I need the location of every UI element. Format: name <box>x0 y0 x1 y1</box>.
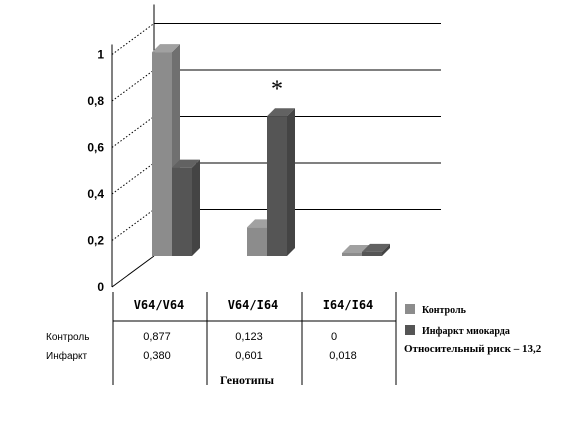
gridline-diagonal <box>111 162 155 195</box>
bar-top <box>362 243 390 252</box>
y-tick-label: 0,4 <box>87 187 104 201</box>
legend-swatch-control <box>405 304 415 314</box>
gridline-diagonal <box>111 23 155 55</box>
table-cell: 0,877 <box>143 331 171 343</box>
table-cell: 0,123 <box>235 331 263 343</box>
legend-swatch-mi <box>405 325 415 335</box>
category-label: V64/V64 <box>134 298 185 312</box>
category-label: V64/I64 <box>228 298 279 312</box>
bar <box>152 52 172 256</box>
y-tick-label: 1 <box>97 48 104 62</box>
bar <box>267 116 287 256</box>
bar-V64/V64-Инфаркт миокарда <box>172 159 200 256</box>
table-cell: 0,380 <box>143 350 171 362</box>
y-tick-label: 0 <box>97 280 104 294</box>
table-cell: 0,601 <box>235 350 263 362</box>
bar-side <box>382 243 390 256</box>
bar-top <box>267 108 295 117</box>
bars <box>152 44 390 256</box>
table-row-label: Инфаркт <box>46 350 88 362</box>
relative-risk-note: Относительный риск – 13,2 <box>404 343 542 355</box>
table-cell: 0 <box>331 331 337 343</box>
plot-area: 0 0,2 0,4 0,6 0,8 1 * <box>87 4 441 295</box>
gridline-diagonal <box>111 116 155 148</box>
x-axis-title: Генотипы <box>220 373 275 387</box>
y-tick-label: 0,6 <box>87 141 104 155</box>
legend-label-mi: Инфаркт миокарда <box>422 326 510 337</box>
gridline-diagonal <box>111 69 155 102</box>
legend: Контроль Инфаркт миокарда <box>405 304 510 337</box>
bar <box>247 227 267 256</box>
data-table: V64/V64 V64/I64 I64/I64 Контроль Инфаркт… <box>46 292 397 387</box>
bar <box>342 253 362 256</box>
legend-label-control: Контроль <box>422 305 467 316</box>
category-label: I64/I64 <box>323 298 374 312</box>
bar-top <box>152 44 180 53</box>
bar-side <box>287 108 295 256</box>
gridline-diagonal <box>111 209 155 241</box>
bar-I64/I64-Инфаркт миокарда <box>362 243 390 256</box>
y-tick-label: 0,2 <box>87 234 104 248</box>
table-cell: 0,018 <box>329 350 357 362</box>
significance-asterisk: * <box>271 76 283 102</box>
bar <box>362 251 382 256</box>
y-tick-label: 0,8 <box>87 94 104 108</box>
y-axis-ticks: 0 0,2 0,4 0,6 0,8 1 <box>87 48 104 295</box>
floor-edge <box>111 255 155 288</box>
bar-side <box>192 159 200 256</box>
bar <box>172 167 192 256</box>
bar-top <box>172 159 200 168</box>
bar-V64/I64-Инфаркт миокарда <box>267 108 295 256</box>
table-row-label: Контроль <box>46 332 89 343</box>
